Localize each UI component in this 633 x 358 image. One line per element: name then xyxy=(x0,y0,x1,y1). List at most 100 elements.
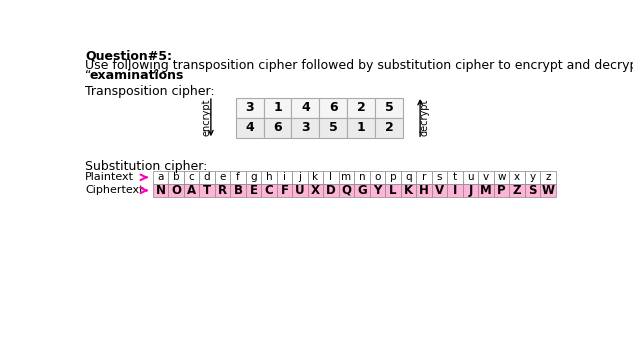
Text: Ciphertext: Ciphertext xyxy=(85,185,144,195)
Text: d: d xyxy=(204,172,210,182)
Text: T: T xyxy=(203,184,211,197)
Text: p: p xyxy=(390,172,396,182)
Bar xyxy=(540,184,556,197)
Text: Transposition cipher:: Transposition cipher: xyxy=(85,85,215,98)
Text: 3: 3 xyxy=(301,121,310,134)
Text: decrypt: decrypt xyxy=(420,99,430,136)
Text: 1: 1 xyxy=(273,101,282,114)
Text: 6: 6 xyxy=(329,101,337,114)
Text: o: o xyxy=(374,172,380,182)
Bar xyxy=(235,118,263,138)
Text: 2: 2 xyxy=(357,101,366,114)
Bar xyxy=(354,184,370,197)
Bar xyxy=(494,184,510,197)
Text: y: y xyxy=(529,172,536,182)
Bar xyxy=(339,184,354,197)
Text: s: s xyxy=(437,172,442,182)
Bar xyxy=(448,184,463,197)
Text: 5: 5 xyxy=(329,121,337,134)
Bar xyxy=(230,171,246,184)
Text: 4: 4 xyxy=(301,101,310,114)
Bar xyxy=(463,184,479,197)
Text: B: B xyxy=(234,184,242,197)
Text: R: R xyxy=(218,184,227,197)
Text: h: h xyxy=(266,172,272,182)
Bar xyxy=(375,118,403,138)
Bar xyxy=(215,171,230,184)
Text: 4: 4 xyxy=(245,121,254,134)
Bar xyxy=(291,118,320,138)
Text: C: C xyxy=(265,184,273,197)
Bar xyxy=(215,184,230,197)
Text: 5: 5 xyxy=(385,101,394,114)
Text: e: e xyxy=(219,172,226,182)
Bar xyxy=(235,98,263,118)
Text: “: “ xyxy=(85,69,92,82)
Text: 1: 1 xyxy=(357,121,366,134)
Text: m: m xyxy=(341,172,351,182)
Bar xyxy=(153,171,168,184)
Bar xyxy=(184,184,199,197)
Text: O: O xyxy=(171,184,181,197)
Bar xyxy=(277,184,292,197)
Text: k: k xyxy=(313,172,318,182)
Bar xyxy=(292,171,308,184)
Bar xyxy=(277,171,292,184)
Text: J: J xyxy=(468,184,473,197)
Bar xyxy=(291,98,320,118)
Text: V: V xyxy=(435,184,444,197)
Bar xyxy=(263,98,291,118)
Text: H: H xyxy=(419,184,429,197)
Bar xyxy=(184,171,199,184)
Bar xyxy=(308,184,323,197)
Text: U: U xyxy=(295,184,305,197)
Bar xyxy=(323,171,339,184)
Bar xyxy=(263,118,291,138)
Text: K: K xyxy=(404,184,413,197)
Text: z: z xyxy=(545,172,551,182)
Text: G: G xyxy=(357,184,367,197)
Text: x: x xyxy=(514,172,520,182)
Bar xyxy=(348,118,375,138)
Bar xyxy=(448,171,463,184)
Text: Plaintext: Plaintext xyxy=(85,172,134,182)
Bar xyxy=(153,184,168,197)
Text: c: c xyxy=(189,172,194,182)
Text: N: N xyxy=(156,184,165,197)
Text: 2: 2 xyxy=(385,121,394,134)
Text: n: n xyxy=(359,172,365,182)
Text: Question#5:: Question#5: xyxy=(85,49,172,62)
Text: w: w xyxy=(498,172,506,182)
Text: L: L xyxy=(389,184,397,197)
Text: examinations: examinations xyxy=(89,69,184,82)
Text: u: u xyxy=(467,172,474,182)
Bar xyxy=(320,118,348,138)
Text: q: q xyxy=(405,172,412,182)
Bar xyxy=(168,184,184,197)
Text: I: I xyxy=(453,184,457,197)
Bar xyxy=(339,171,354,184)
Bar xyxy=(261,184,277,197)
Text: g: g xyxy=(250,172,257,182)
Text: W: W xyxy=(541,184,555,197)
Bar xyxy=(463,171,479,184)
Text: l: l xyxy=(330,172,332,182)
Text: Z: Z xyxy=(513,184,521,197)
Bar xyxy=(370,184,385,197)
Text: E: E xyxy=(249,184,258,197)
Bar xyxy=(230,184,246,197)
Bar xyxy=(385,171,401,184)
Text: S: S xyxy=(529,184,537,197)
Text: Use following transposition cipher followed by substitution cipher to encrypt an: Use following transposition cipher follo… xyxy=(85,59,633,72)
Bar xyxy=(261,171,277,184)
Text: b: b xyxy=(173,172,179,182)
Bar xyxy=(540,171,556,184)
Text: r: r xyxy=(422,172,426,182)
Bar xyxy=(401,184,417,197)
Bar xyxy=(354,171,370,184)
Text: j: j xyxy=(299,172,301,182)
Text: 3: 3 xyxy=(246,101,254,114)
Text: F: F xyxy=(280,184,289,197)
Bar xyxy=(401,171,417,184)
Text: Y: Y xyxy=(373,184,382,197)
